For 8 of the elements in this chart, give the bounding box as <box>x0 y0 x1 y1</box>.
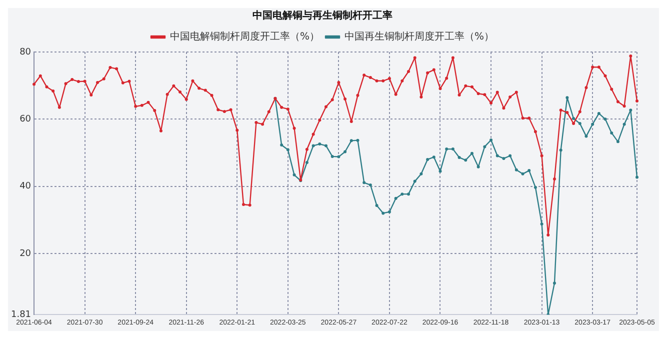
legend-label: 中国再生铜制杆周度开工率（%） <box>344 30 494 43</box>
chart-title: 中国电解铜与再生铜制杆开工率 <box>252 10 392 22</box>
y-tick-label: 40 <box>20 182 32 192</box>
y-tick-label: 1.81 <box>10 310 32 320</box>
y-tick-label: 60 <box>20 114 32 125</box>
legend-label: 中国电解铜制杆周度开工率（%） <box>170 30 320 43</box>
y-tick-label: 20 <box>20 248 32 259</box>
y-tick-label: 80 <box>20 47 32 58</box>
